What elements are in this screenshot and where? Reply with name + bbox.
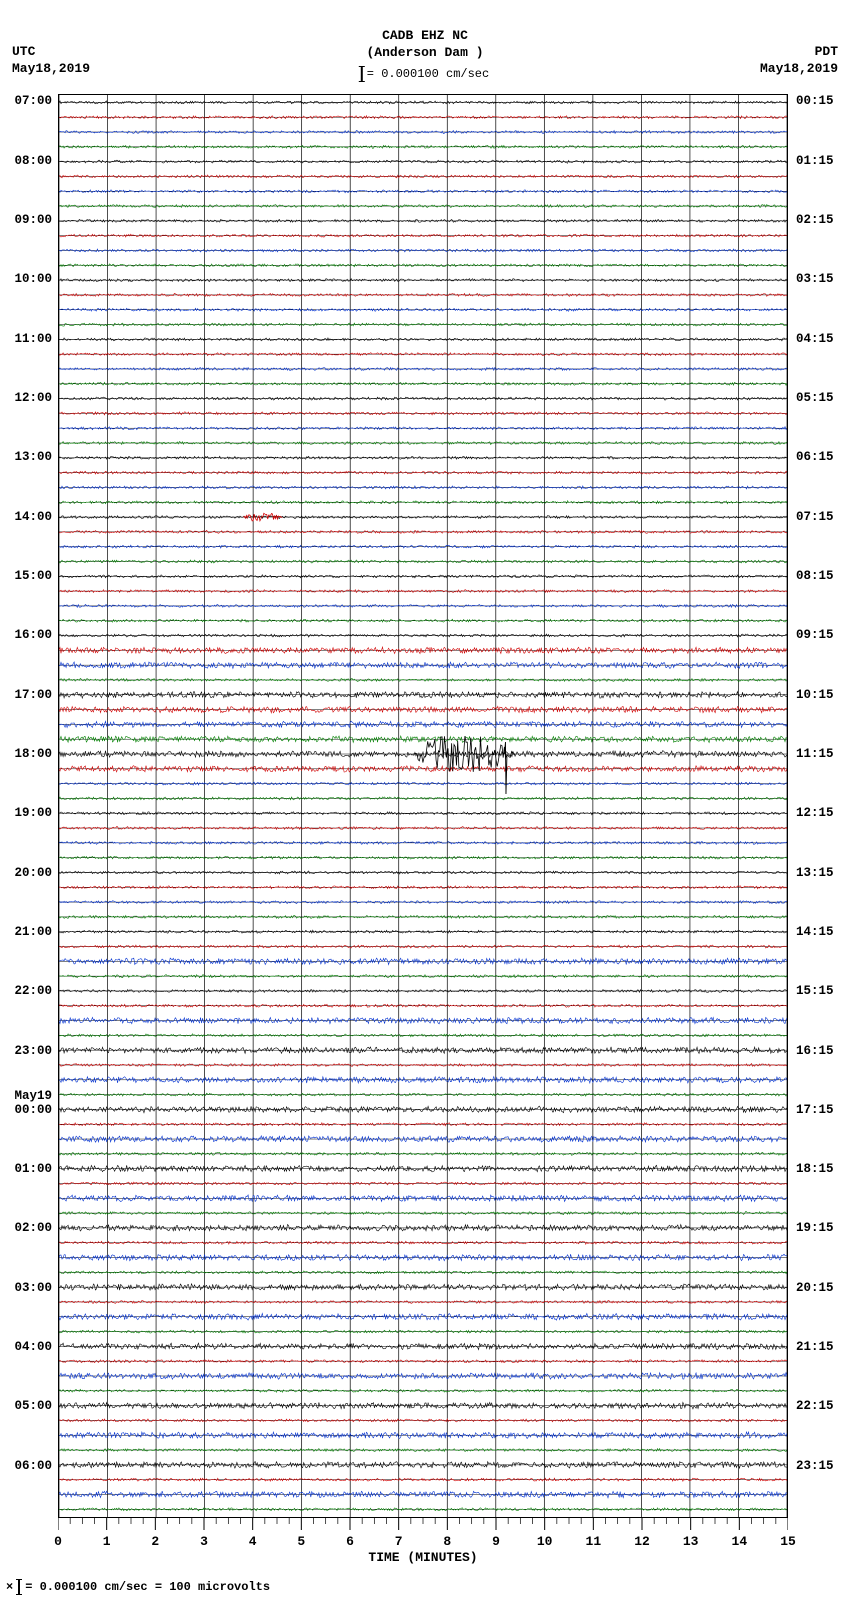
y-left-label: 05:00 xyxy=(14,1400,52,1413)
y-right-label: 01:15 xyxy=(796,155,834,168)
scale-text: = 0.000100 cm/sec xyxy=(367,67,489,81)
footer-text: = 0.000100 cm/sec = 100 microvolts xyxy=(25,1580,270,1594)
x-tick-label: 15 xyxy=(780,1534,796,1549)
y-left-label: 04:00 xyxy=(14,1341,52,1354)
y-right-label: 17:15 xyxy=(796,1104,834,1117)
y-right-label: 12:15 xyxy=(796,807,834,820)
y-right-label: 21:15 xyxy=(796,1341,834,1354)
y-right-label: 06:15 xyxy=(796,451,834,464)
y-left-label: 12:00 xyxy=(14,392,52,405)
y-left-label: 23:00 xyxy=(14,1045,52,1058)
x-tick-label: 4 xyxy=(249,1534,257,1549)
x-tick-label: 1 xyxy=(103,1534,111,1549)
footer-scale: × = 0.000100 cm/sec = 100 microvolts xyxy=(6,1579,270,1595)
y-right-label: 14:15 xyxy=(796,926,834,939)
station-name: (Anderson Dam ) xyxy=(0,45,850,62)
y-right-label: 09:15 xyxy=(796,629,834,642)
y-left-label: 17:00 xyxy=(14,689,52,702)
x-tick-label: 7 xyxy=(395,1534,403,1549)
station-id: CADB EHZ NC xyxy=(0,28,850,45)
tz-left-date: May18,2019 xyxy=(12,61,90,78)
day-break-label: May19 xyxy=(14,1090,52,1104)
x-tick-label: 14 xyxy=(732,1534,748,1549)
y-right-label: 07:15 xyxy=(796,511,834,524)
y-left-label: 01:00 xyxy=(14,1163,52,1176)
y-right-label: 08:15 xyxy=(796,570,834,583)
x-tick-label: 10 xyxy=(537,1534,553,1549)
y-left-label: 14:00 xyxy=(14,511,52,524)
y-right-label: 05:15 xyxy=(796,392,834,405)
x-tick-label: 13 xyxy=(683,1534,699,1549)
timezone-left: UTC May18,2019 xyxy=(12,44,90,78)
footer-prefix: × xyxy=(6,1580,13,1594)
y-right-label: 13:15 xyxy=(796,867,834,880)
tz-right-date: May18,2019 xyxy=(760,61,838,78)
y-right-label: 22:15 xyxy=(796,1400,834,1413)
scale-indicator: = 0.000100 cm/sec xyxy=(361,66,489,82)
timezone-right: PDT May18,2019 xyxy=(760,44,838,78)
y-right-label: 23:15 xyxy=(796,1460,834,1473)
x-tick-label: 5 xyxy=(297,1534,305,1549)
y-right-label: 00:15 xyxy=(796,95,834,108)
y-left-label: 02:00 xyxy=(14,1222,52,1235)
y-right-label: 20:15 xyxy=(796,1282,834,1295)
y-left-label: 13:00 xyxy=(14,451,52,464)
x-tick-label: 11 xyxy=(586,1534,602,1549)
x-axis-title: TIME (MINUTES) xyxy=(368,1550,477,1565)
y-right-label: 04:15 xyxy=(796,333,834,346)
y-right-label: 15:15 xyxy=(796,985,834,998)
x-tick-label: 8 xyxy=(443,1534,451,1549)
y-left-label: 10:00 xyxy=(14,273,52,286)
y-left-label: 21:00 xyxy=(14,926,52,939)
footer-bar-icon xyxy=(18,1579,20,1595)
y-right-label: 16:15 xyxy=(796,1045,834,1058)
y-left-label: 09:00 xyxy=(14,214,52,227)
y-axis-right: 00:15 01:15 02:15 03:15 04:15 05:15 06:15 07:15… xyxy=(792,94,850,1518)
y-left-label: 08:00 xyxy=(14,155,52,168)
y-right-label: 19:15 xyxy=(796,1222,834,1235)
x-tick-label: 3 xyxy=(200,1534,208,1549)
tz-right-label: PDT xyxy=(760,44,838,61)
x-tick-label: 2 xyxy=(151,1534,159,1549)
y-right-label: 11:15 xyxy=(796,748,834,761)
x-tick-label: 9 xyxy=(492,1534,500,1549)
y-left-label: 18:00 xyxy=(14,748,52,761)
x-tick-label: 12 xyxy=(634,1534,650,1549)
y-left-label: 15:00 xyxy=(14,570,52,583)
plot-svg xyxy=(59,95,787,1517)
y-left-label: 03:00 xyxy=(14,1282,52,1295)
y-right-label: 10:15 xyxy=(796,689,834,702)
header: CADB EHZ NC (Anderson Dam ) xyxy=(0,28,850,62)
y-left-label: 00:00 xyxy=(14,1104,52,1117)
y-left-label: 07:00 xyxy=(14,95,52,108)
y-right-label: 02:15 xyxy=(796,214,834,227)
y-left-label: 06:00 xyxy=(14,1460,52,1473)
y-right-label: 03:15 xyxy=(796,273,834,286)
y-left-label: 11:00 xyxy=(14,333,52,346)
tz-left-label: UTC xyxy=(12,44,90,61)
x-tick-label: 0 xyxy=(54,1534,62,1549)
x-axis: TIME (MINUTES) 0123456789101112131415 xyxy=(58,1518,788,1568)
x-tick-label: 6 xyxy=(346,1534,354,1549)
y-right-label: 18:15 xyxy=(796,1163,834,1176)
y-left-label: 20:00 xyxy=(14,867,52,880)
y-left-label: 19:00 xyxy=(14,807,52,820)
y-axis-left: 07:00 08:00 09:00 10:00 11:00 12:00 13:00 14:00… xyxy=(0,94,56,1518)
y-left-label: 22:00 xyxy=(14,985,52,998)
y-left-label: 16:00 xyxy=(14,629,52,642)
helicorder-plot xyxy=(58,94,788,1518)
scale-bar-icon xyxy=(361,66,363,82)
